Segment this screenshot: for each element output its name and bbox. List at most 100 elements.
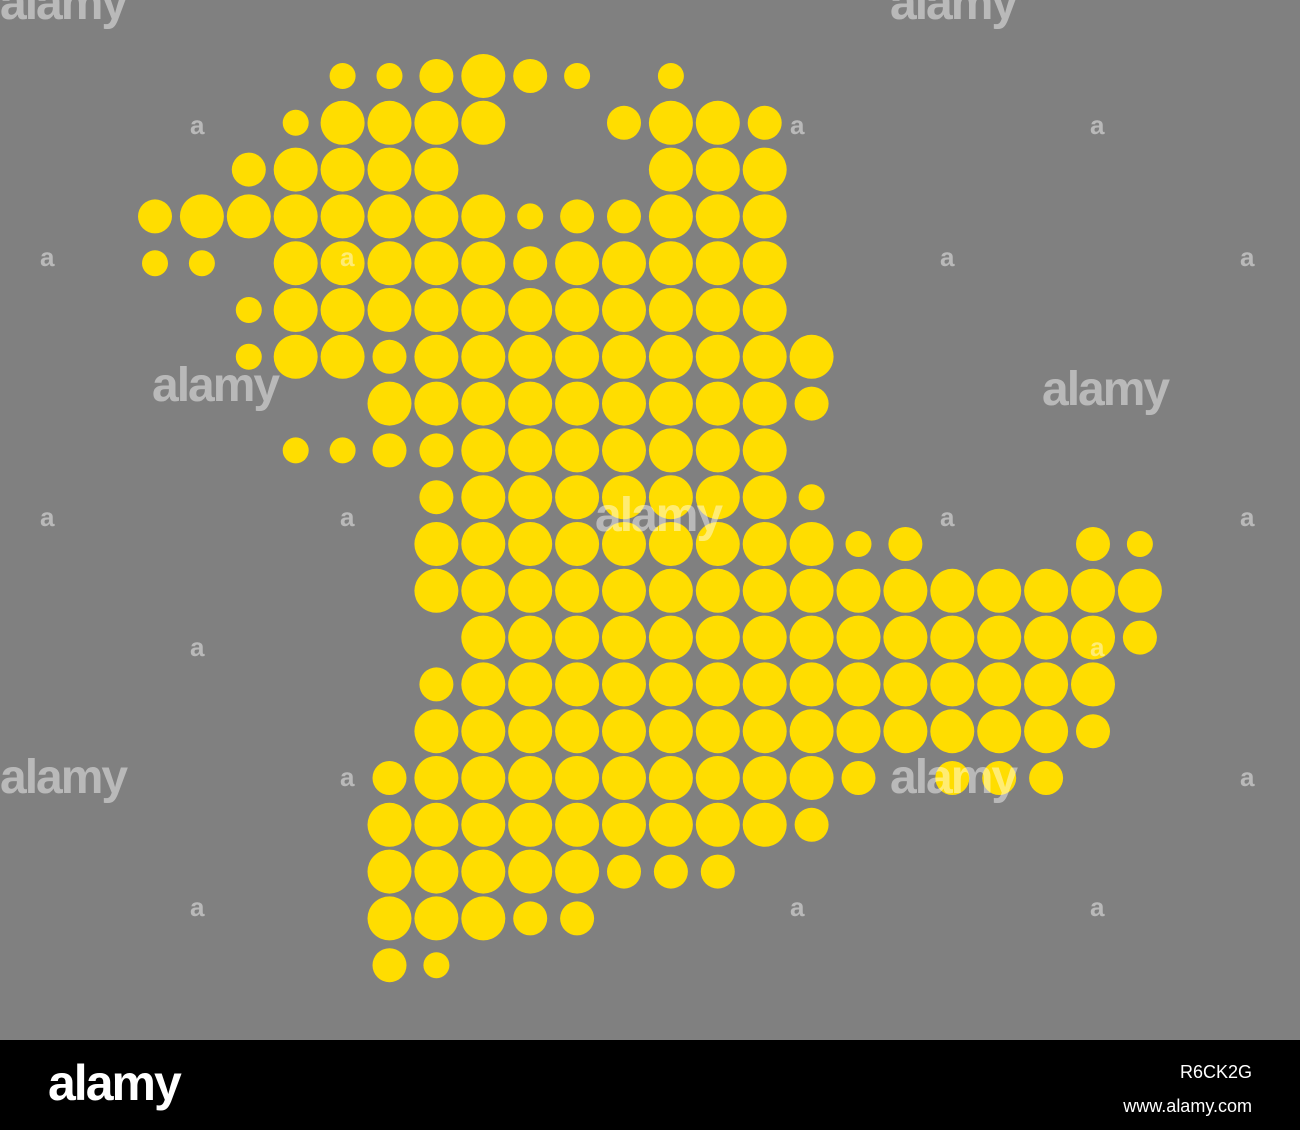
map-dot — [789, 522, 834, 566]
map-dot — [414, 334, 459, 379]
map-dot — [560, 199, 595, 234]
map-dot — [845, 531, 872, 557]
map-dot — [419, 667, 454, 702]
map-dot — [414, 522, 459, 566]
map-dot — [695, 615, 740, 660]
watermark: alamy — [890, 0, 1018, 30]
map-dot — [1071, 568, 1115, 613]
map-dot — [657, 63, 684, 89]
watermark-mark: a — [940, 502, 955, 532]
map-dot — [282, 109, 309, 136]
map-dot — [1126, 531, 1153, 557]
map-dot — [320, 334, 365, 379]
map-dot — [602, 381, 646, 426]
watermark-mark: a — [190, 892, 205, 922]
map-dot — [648, 288, 693, 332]
map-dot — [461, 241, 506, 286]
map-dot — [461, 475, 506, 520]
map-dot — [419, 433, 454, 468]
map-dot — [602, 802, 646, 847]
map-dot — [695, 568, 740, 613]
map-dot — [695, 288, 740, 332]
map-dot — [1071, 615, 1115, 660]
map-dot — [461, 849, 506, 894]
watermark: alamy — [595, 489, 723, 542]
map-dot — [273, 194, 318, 239]
map-dot — [414, 194, 459, 239]
map-dot — [648, 709, 693, 754]
map-dot — [648, 802, 693, 847]
image-id: R6CK2G — [1179, 1062, 1252, 1082]
watermark-mark: a — [1090, 632, 1105, 662]
map-dot — [414, 288, 459, 332]
map-dot — [607, 854, 641, 889]
map-dot — [1029, 761, 1064, 795]
map-dot — [461, 334, 506, 379]
map-dot — [794, 386, 829, 421]
map-dot — [1076, 714, 1110, 749]
map-dot — [883, 615, 928, 660]
map-dot — [742, 802, 787, 847]
map-dot — [602, 288, 646, 332]
map-dot — [695, 756, 740, 800]
map-dot — [367, 241, 412, 286]
watermark: alamy — [890, 751, 1018, 804]
map-dot — [555, 802, 600, 847]
map-dot — [977, 709, 1022, 754]
map-dot — [461, 194, 506, 239]
map-dot — [930, 568, 975, 613]
map-dot — [555, 568, 600, 613]
watermark-mark: a — [190, 632, 205, 662]
map-dot — [798, 484, 825, 511]
watermark-mark: a — [340, 502, 355, 532]
map-dot — [508, 802, 553, 847]
map-dot — [602, 662, 646, 707]
map-dot — [329, 63, 356, 89]
map-dot — [695, 100, 740, 145]
map-dot — [461, 54, 506, 98]
map-dot — [508, 428, 553, 473]
watermark-mark: a — [190, 110, 205, 140]
map-dot — [789, 709, 834, 754]
map-dot — [888, 527, 923, 561]
map-dot — [235, 343, 262, 370]
watermark: alamy — [1042, 363, 1170, 416]
map-dot — [414, 100, 459, 145]
footer-bar: alamy R6CK2G www.alamy.com — [0, 1040, 1300, 1130]
map-dot — [836, 615, 881, 660]
map-dot — [555, 288, 600, 332]
map-dot — [555, 849, 600, 894]
map-dot — [648, 756, 693, 800]
map-dot — [742, 475, 787, 520]
map-dot — [367, 100, 412, 145]
map-dot — [414, 896, 459, 941]
map-dot — [695, 428, 740, 473]
map-dot — [414, 709, 459, 754]
watermark-mark: a — [1090, 110, 1105, 140]
watermark-mark: a — [340, 762, 355, 792]
map-dot — [461, 568, 506, 613]
map-dot — [414, 802, 459, 847]
map-dot — [179, 194, 224, 239]
dotted-map: alamy alamy alamy alamy alamy alamy alam… — [0, 0, 1255, 983]
watermark: alamy — [0, 751, 128, 804]
map-dot — [1024, 568, 1069, 613]
map-dot — [695, 475, 740, 520]
map-dot — [789, 662, 834, 707]
map-dot — [742, 568, 787, 613]
map-dot — [695, 381, 740, 426]
map-dot — [742, 522, 787, 566]
map-dot — [648, 522, 693, 566]
map-dot — [419, 480, 454, 515]
map-dot — [423, 952, 450, 979]
map-dot — [555, 615, 600, 660]
map-dot — [742, 428, 787, 473]
map-dot — [742, 381, 787, 426]
site-url: www.alamy.com — [1123, 1096, 1252, 1116]
map-dot — [513, 246, 548, 281]
map-dot — [282, 437, 309, 464]
map-dot — [414, 241, 459, 286]
map-dot — [367, 147, 412, 192]
watermark-mark: a — [790, 892, 805, 922]
map-dot — [367, 802, 412, 847]
